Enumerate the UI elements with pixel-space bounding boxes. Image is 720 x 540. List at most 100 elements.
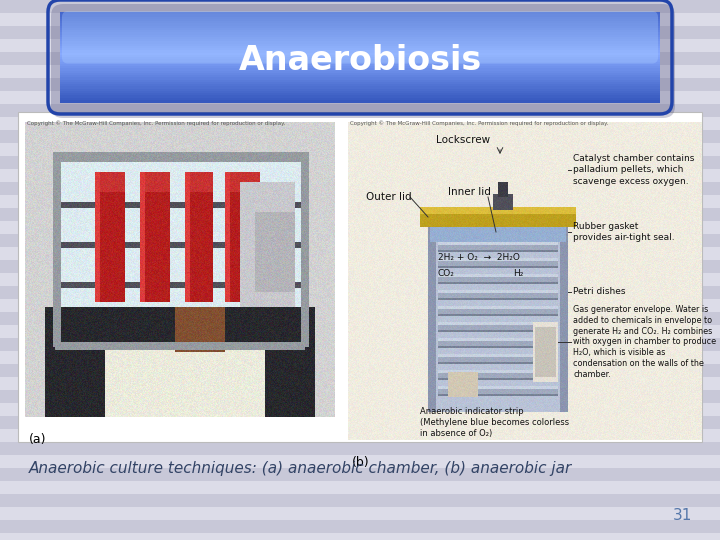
Bar (0, 39, 720, 52)
Bar (60, 91, 660, 94)
Text: 31: 31 (672, 508, 692, 523)
Bar (60, 55, 660, 58)
Bar (60, 66, 660, 69)
Bar (0, 351, 720, 364)
Bar (0, 91, 720, 104)
Bar (0, 143, 720, 156)
Bar (60, 98, 660, 101)
Text: Anaerobic culture techniques: (a) anaerobic chamber, (b) anaerobic jar: Anaerobic culture techniques: (a) anaero… (28, 461, 572, 476)
Text: Lockscrew: Lockscrew (436, 135, 490, 145)
Bar (60, 46, 660, 49)
Bar (60, 48, 660, 51)
Bar (60, 89, 660, 92)
Bar (0, 429, 720, 442)
Bar (60, 100, 660, 103)
Bar (60, 17, 660, 20)
Bar (0, 52, 720, 65)
Bar (0, 455, 720, 468)
Bar (60, 62, 660, 65)
Bar (60, 57, 660, 60)
Bar (60, 14, 660, 17)
Bar (0, 312, 720, 325)
Bar (0, 377, 720, 390)
Bar (0, 78, 720, 91)
Bar (60, 64, 660, 67)
Bar (0, 481, 720, 494)
Bar (60, 75, 660, 78)
Text: Inner lid: Inner lid (448, 187, 491, 197)
Bar (60, 84, 660, 87)
Bar (0, 117, 720, 130)
Text: Catalyst chamber contains
palladium pellets, which
scavenge excess oxygen.: Catalyst chamber contains palladium pell… (573, 154, 694, 186)
Bar (0, 156, 720, 169)
Bar (60, 50, 660, 53)
Bar (0, 533, 720, 540)
Bar (60, 32, 660, 36)
Bar (60, 28, 660, 31)
Bar (60, 12, 660, 15)
Bar (60, 73, 660, 76)
Bar (60, 44, 660, 47)
Bar (0, 299, 720, 312)
Bar (0, 130, 720, 143)
Bar (0, 273, 720, 286)
Bar (0, 234, 720, 247)
Bar (0, 507, 720, 520)
Bar (60, 77, 660, 80)
Bar (0, 325, 720, 338)
Bar (0, 26, 720, 39)
Bar (60, 82, 660, 85)
Bar (0, 13, 720, 26)
Bar (0, 221, 720, 234)
Bar (0, 338, 720, 351)
Bar (0, 390, 720, 403)
Bar (0, 104, 720, 117)
Bar (0, 65, 720, 78)
Bar (60, 35, 660, 38)
Bar (60, 79, 660, 83)
Bar (0, 0, 720, 13)
Text: Copyright © The McGraw-Hill Companies, Inc. Permission required for reproduction: Copyright © The McGraw-Hill Companies, I… (350, 120, 608, 126)
Bar (60, 41, 660, 44)
Bar (60, 30, 660, 33)
Bar (18, 112, 702, 442)
Bar (60, 59, 660, 63)
Text: (a): (a) (29, 433, 47, 446)
Bar (0, 403, 720, 416)
Bar (60, 86, 660, 90)
Bar (60, 19, 660, 22)
Bar (60, 95, 660, 98)
Text: Anaerobiosis: Anaerobiosis (238, 44, 482, 77)
Text: Petri dishes: Petri dishes (573, 287, 626, 296)
Text: H₂: H₂ (513, 269, 523, 279)
Bar (0, 364, 720, 377)
Text: Outer lid: Outer lid (366, 192, 412, 202)
Text: CO₂: CO₂ (438, 269, 455, 279)
Bar (0, 416, 720, 429)
Bar (60, 71, 660, 74)
Text: Copyright © The McGraw-Hill Companies, Inc. Permission required for reproduction: Copyright © The McGraw-Hill Companies, I… (27, 120, 285, 126)
Text: 2H₂ + O₂  →  2H₂O: 2H₂ + O₂ → 2H₂O (438, 253, 520, 261)
FancyBboxPatch shape (51, 4, 675, 118)
Bar (60, 25, 660, 29)
Bar (60, 39, 660, 42)
Bar (0, 286, 720, 299)
Bar (60, 21, 660, 24)
Bar (60, 23, 660, 26)
Bar (0, 520, 720, 533)
Bar (0, 494, 720, 507)
Bar (0, 182, 720, 195)
FancyBboxPatch shape (62, 11, 658, 64)
Bar (0, 169, 720, 182)
Bar (0, 208, 720, 221)
Text: Anaerobic indicator strip
(Methylene blue becomes colorless
in absence of O₂): Anaerobic indicator strip (Methylene blu… (420, 407, 569, 438)
Bar (0, 260, 720, 273)
Text: Rubber gasket
provides air-tight seal.: Rubber gasket provides air-tight seal. (573, 222, 675, 242)
Bar (60, 37, 660, 40)
Bar (60, 93, 660, 96)
Bar (0, 468, 720, 481)
Bar (60, 68, 660, 71)
Bar (0, 442, 720, 455)
Bar (60, 52, 660, 56)
Bar (0, 247, 720, 260)
